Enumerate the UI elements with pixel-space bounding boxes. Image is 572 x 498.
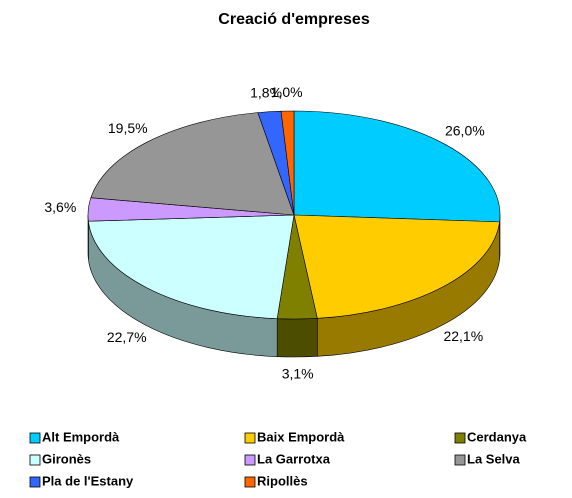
- legend-label: Cerdanya: [467, 429, 527, 444]
- legend-swatch: [29, 432, 41, 444]
- data-label: 26,0%: [445, 122, 485, 138]
- data-label: 1,0%: [271, 84, 303, 100]
- legend-label: Baix Empordà: [257, 429, 345, 444]
- legend-label: Gironès: [42, 451, 91, 466]
- slice: [293, 214, 500, 319]
- data-label: 19,5%: [108, 120, 148, 136]
- legend-swatch: [29, 454, 41, 466]
- data-label: 22,1%: [443, 328, 483, 344]
- legend-swatch: [454, 454, 466, 466]
- legend-swatch: [244, 476, 256, 488]
- slice: [280, 110, 295, 216]
- legend-label: Alt Empordà: [42, 429, 120, 444]
- legend-swatch: [244, 454, 256, 466]
- data-label: 1,8%: [250, 85, 282, 101]
- legend-label: La Selva: [467, 451, 521, 466]
- slice: [293, 110, 501, 223]
- legend-swatch: [454, 432, 466, 444]
- legend-label: Pla de l'Estany: [42, 473, 134, 488]
- slice: [88, 214, 295, 319]
- slice-side: [276, 318, 318, 358]
- data-label: 3,1%: [282, 366, 314, 382]
- legend-label: La Garrotxa: [257, 451, 331, 466]
- legend-label: Ripollès: [257, 473, 308, 488]
- slice: [90, 112, 295, 216]
- legend-swatch: [244, 432, 256, 444]
- chart-title: Creació d'empreses: [218, 11, 370, 28]
- legend-swatch: [29, 476, 41, 488]
- data-label: 22,7%: [107, 329, 147, 345]
- data-label: 3,6%: [44, 199, 76, 215]
